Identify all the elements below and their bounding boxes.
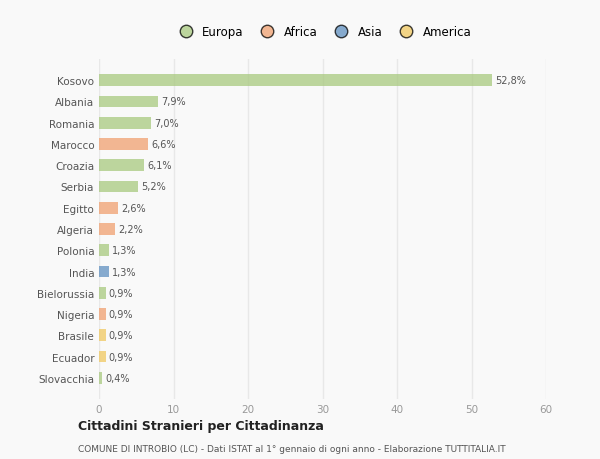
Bar [99,330,106,341]
Bar [99,287,106,299]
Bar [99,202,118,214]
Text: 1,3%: 1,3% [112,267,136,277]
Text: 52,8%: 52,8% [496,76,526,86]
Bar [99,160,145,172]
Bar [99,75,493,87]
Text: COMUNE DI INTROBIO (LC) - Dati ISTAT al 1° gennaio di ogni anno - Elaborazione T: COMUNE DI INTROBIO (LC) - Dati ISTAT al … [78,444,506,453]
Bar [99,308,106,320]
Bar [99,139,148,151]
Text: 6,1%: 6,1% [148,161,172,171]
Text: 6,6%: 6,6% [151,140,176,150]
Text: 7,9%: 7,9% [161,97,185,107]
Bar [99,351,106,363]
Text: 7,0%: 7,0% [154,118,179,129]
Text: 2,2%: 2,2% [118,224,143,235]
Bar [99,372,102,384]
Text: 0,9%: 0,9% [109,309,133,319]
Text: 0,4%: 0,4% [105,373,130,383]
Bar [99,181,138,193]
Bar [99,266,109,278]
Text: 0,9%: 0,9% [109,330,133,341]
Bar [99,224,115,235]
Bar [99,118,151,129]
Bar [99,245,109,257]
Text: 2,6%: 2,6% [121,203,146,213]
Text: 0,9%: 0,9% [109,288,133,298]
Legend: Europa, Africa, Asia, America: Europa, Africa, Asia, America [169,22,476,44]
Bar [99,96,158,108]
Text: Cittadini Stranieri per Cittadinanza: Cittadini Stranieri per Cittadinanza [78,419,324,432]
Text: 0,9%: 0,9% [109,352,133,362]
Text: 1,3%: 1,3% [112,246,136,256]
Text: 5,2%: 5,2% [141,182,166,192]
